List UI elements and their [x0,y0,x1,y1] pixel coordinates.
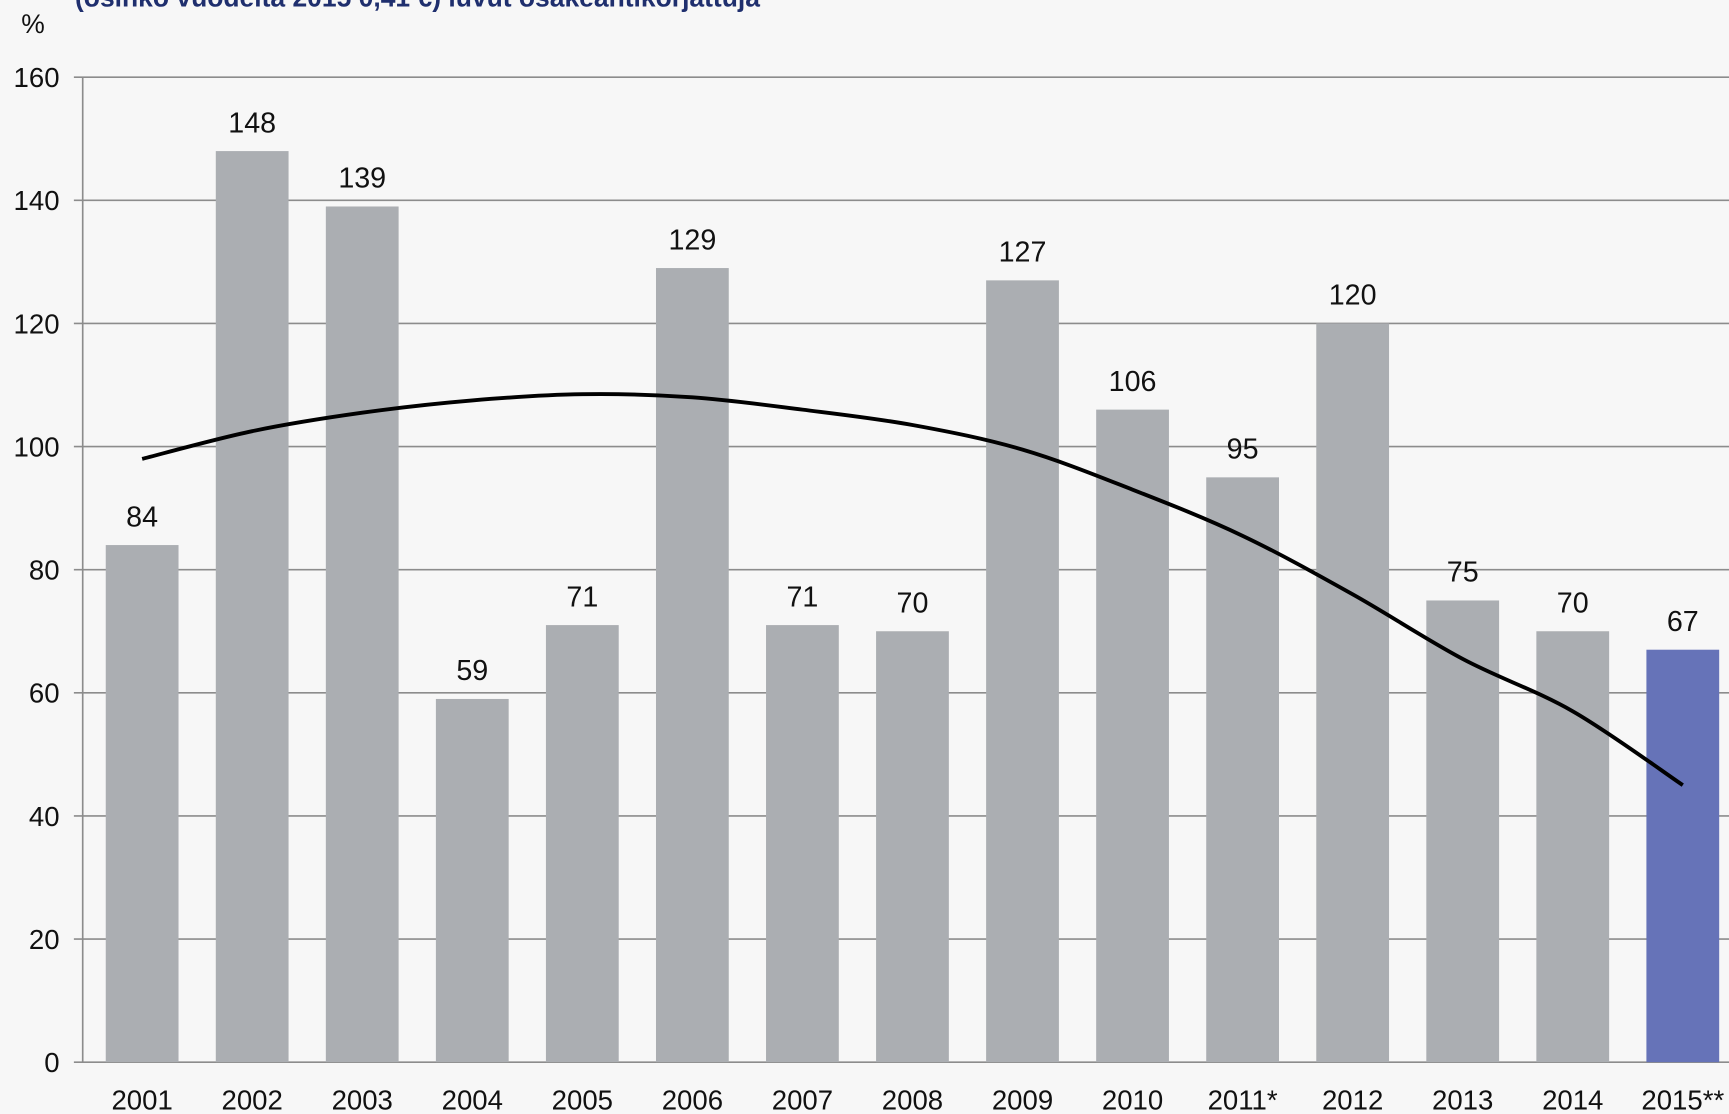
bar [1536,631,1610,1063]
bar [105,545,179,1063]
y-unit: % [21,9,45,39]
value-label: 70 [897,587,929,619]
bar [876,631,949,1063]
x-tick-label: 2013 [1432,1085,1493,1114]
value-label: 67 [1667,606,1699,638]
bar [545,625,619,1063]
bar [215,151,289,1063]
value-label: 129 [668,224,716,256]
y-tick-label: 100 [14,431,60,462]
y-tick-label: 140 [14,185,60,216]
value-label: 120 [1329,280,1377,312]
x-tick-label: 2002 [222,1085,283,1114]
x-tick-label: 2015** [1641,1085,1724,1114]
value-label: 127 [999,237,1047,269]
y-tick-label: 60 [29,678,60,709]
x-tick-label: 2003 [332,1085,393,1114]
x-tick-label: 2011* [1208,1085,1278,1114]
bar [1646,649,1720,1063]
x-tick-label: 2007 [772,1085,833,1114]
bar [1206,477,1279,1063]
bar [1096,409,1169,1063]
x-tick-label: 2006 [662,1085,723,1114]
value-label: 71 [786,581,818,613]
bar [1316,323,1390,1063]
bar [435,698,509,1063]
value-label: 139 [338,163,386,195]
bar [325,206,399,1063]
x-tick-label: 2008 [882,1085,943,1114]
bar [986,280,1059,1063]
x-tick-label: 2010 [1102,1085,1163,1114]
y-tick-label: 160 [14,62,60,93]
x-tick-label: 2001 [111,1085,172,1114]
bar [1426,600,1500,1063]
y-tick-label: 80 [29,555,60,586]
value-label: 75 [1447,557,1479,589]
x-tick-label: 2005 [552,1085,613,1114]
bar [655,268,729,1063]
x-tick-label: 2004 [442,1085,503,1114]
y-tick-label: 0 [44,1047,59,1078]
y-tick-label: 40 [29,801,60,832]
x-tick-label: 2009 [992,1085,1053,1114]
chart-subtitle: (osinko vuodelta 2015 0,41 €) luvut osak… [75,0,760,13]
value-label: 106 [1109,366,1157,398]
value-label: 84 [126,501,158,533]
value-label: 148 [228,107,276,139]
x-tick-label: 2014 [1542,1085,1603,1114]
value-label: 95 [1227,434,1259,466]
y-tick-label: 120 [14,308,60,339]
x-tick-label: 2012 [1322,1085,1383,1114]
value-label: 59 [456,655,488,687]
value-label: 71 [566,581,598,613]
bar [766,625,839,1063]
trend-line [141,392,1684,787]
y-tick-label: 20 [29,924,60,955]
value-label: 70 [1557,587,1589,619]
